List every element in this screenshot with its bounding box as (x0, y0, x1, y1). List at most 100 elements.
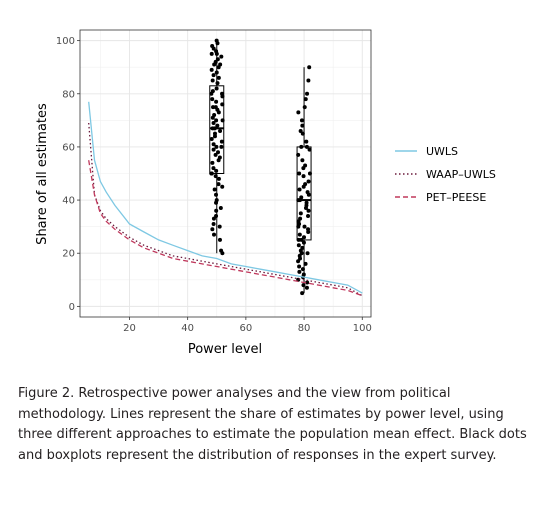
survey-point (219, 54, 224, 59)
survey-point (303, 261, 308, 266)
series-lines (88, 101, 363, 297)
survey-point (209, 91, 214, 96)
survey-point (301, 283, 306, 288)
y-tick-label: 80 (62, 89, 75, 100)
x-tick-label: 80 (298, 323, 311, 334)
survey-point (296, 110, 301, 115)
x-tick-label: 100 (353, 323, 372, 334)
survey-point (307, 65, 312, 70)
survey-point (215, 57, 220, 62)
survey-point (214, 144, 219, 149)
series-line (88, 122, 363, 297)
survey-point (217, 237, 222, 242)
survey-point (210, 78, 215, 83)
survey-point (304, 285, 309, 290)
survey-point (297, 269, 302, 274)
survey-point (297, 198, 302, 203)
survey-point (301, 174, 306, 179)
survey-point (300, 291, 305, 296)
survey-point (211, 73, 216, 78)
survey-point (303, 97, 308, 102)
legend-label: UWLS (426, 145, 458, 158)
survey-point (210, 97, 215, 102)
survey-point (214, 99, 219, 104)
survey-point (217, 224, 222, 229)
survey-point (214, 208, 219, 213)
survey-point (209, 171, 214, 176)
survey-point (301, 184, 306, 189)
survey-point (215, 81, 220, 86)
survey-point (212, 187, 217, 192)
survey-point (301, 235, 306, 240)
survey-point (300, 158, 305, 163)
x-tick-label: 20 (123, 323, 136, 334)
survey-point (306, 208, 311, 213)
survey-point (211, 105, 216, 110)
survey-point (211, 46, 216, 51)
survey-point (306, 192, 311, 197)
survey-point (297, 264, 302, 269)
survey-point (210, 227, 215, 232)
survey-point (216, 65, 221, 70)
series-line (88, 101, 363, 294)
survey-point (301, 240, 306, 245)
survey-point (209, 51, 214, 56)
survey-point (218, 206, 223, 211)
survey-point (214, 200, 219, 205)
x-axis-title: Power level (188, 342, 262, 357)
legend-label: WAAP–UWLS (426, 168, 496, 181)
survey-point (216, 182, 221, 187)
survey-point (297, 232, 302, 237)
survey-point (210, 160, 215, 165)
survey-point (300, 131, 305, 136)
y-tick-label: 20 (62, 249, 75, 260)
survey-point (214, 192, 219, 197)
survey-point (296, 243, 301, 248)
survey-point (303, 206, 308, 211)
survey-point (220, 184, 225, 189)
survey-point (220, 251, 225, 256)
y-tick-label: 100 (56, 36, 75, 47)
x-tick-label: 40 (181, 323, 194, 334)
survey-point (218, 128, 223, 133)
x-tick-label: 60 (240, 323, 253, 334)
survey-point (306, 179, 311, 184)
survey-point (215, 41, 220, 46)
survey-point (216, 110, 221, 115)
survey-points (209, 38, 312, 296)
survey-point (306, 214, 311, 219)
survey-point (306, 78, 311, 83)
survey-point (305, 91, 310, 96)
survey-point (298, 211, 303, 216)
survey-point (296, 152, 301, 157)
survey-point (211, 121, 216, 126)
survey-point (216, 75, 221, 80)
survey-point (300, 123, 305, 128)
survey-point (296, 259, 301, 264)
survey-point (305, 280, 310, 285)
survey-point (219, 139, 224, 144)
survey-point (298, 128, 303, 133)
survey-point (211, 216, 216, 221)
survey-point (306, 229, 311, 234)
y-tick-label: 40 (62, 196, 75, 207)
survey-point (214, 51, 219, 56)
survey-point (210, 126, 215, 131)
survey-point (219, 144, 224, 149)
series-line (88, 160, 363, 297)
survey-point (216, 158, 221, 163)
survey-point (212, 232, 217, 237)
survey-point (299, 118, 304, 123)
survey-point (307, 171, 312, 176)
survey-point (209, 136, 214, 141)
y-axis-title: Share of all estimates (35, 103, 50, 245)
x-axis: 20 40 60 80 100 (123, 317, 372, 334)
survey-point (297, 171, 302, 176)
survey-point (220, 94, 225, 99)
survey-point (211, 142, 216, 147)
survey-point (220, 102, 225, 107)
y-axis: 0 20 40 60 80 100 (56, 36, 80, 313)
survey-point (299, 237, 304, 242)
survey-point (211, 166, 216, 171)
survey-point (297, 187, 302, 192)
